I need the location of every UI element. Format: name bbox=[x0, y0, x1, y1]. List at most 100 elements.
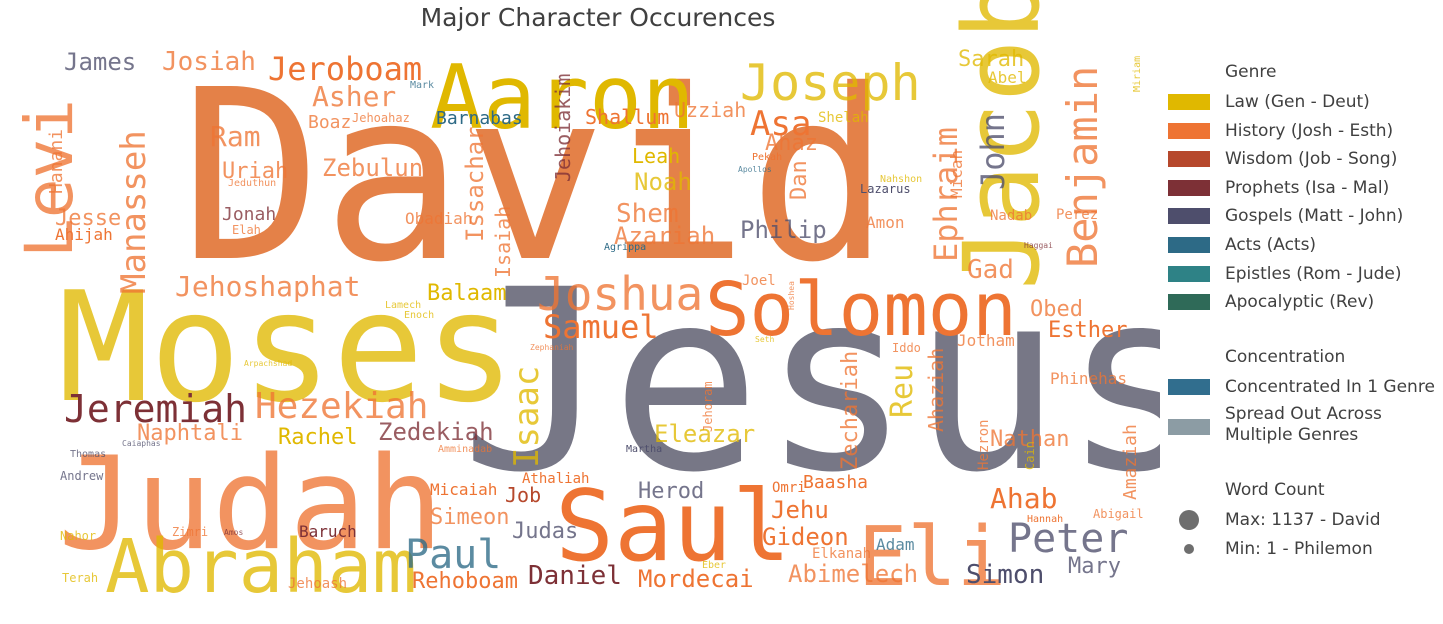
legend-item-genre: Acts (Acts) bbox=[1168, 233, 1443, 259]
legend-label: History (Josh - Esth) bbox=[1225, 120, 1394, 141]
legend-swatch bbox=[1168, 265, 1210, 282]
word-dan: Dan bbox=[787, 160, 812, 200]
legend-swatch bbox=[1168, 379, 1210, 395]
legend-swatch bbox=[1168, 419, 1210, 435]
word-daniel: Daniel bbox=[528, 561, 622, 591]
word-nahshon: Nahshon bbox=[880, 174, 922, 185]
word-eli: Eli bbox=[858, 510, 1006, 605]
word-micah: Micah bbox=[947, 150, 966, 198]
legend-label: Epistles (Rom - Jude) bbox=[1225, 263, 1402, 284]
legend-item-wordcount: Min: 1 - Philemon bbox=[1168, 537, 1443, 563]
word-lamech: Lamech bbox=[385, 300, 421, 311]
legend-item-genre: Apocalyptic (Rev) bbox=[1168, 290, 1443, 316]
word-ephraim: Ephraim bbox=[927, 127, 965, 262]
word-leah: Leah bbox=[632, 144, 680, 168]
word-jehoshaphat: Jehoshaphat bbox=[175, 270, 360, 303]
word-levi: Levi bbox=[11, 99, 88, 258]
word-joshua: Joshua bbox=[537, 267, 703, 321]
word-ahab: Ahab bbox=[990, 482, 1057, 515]
word-david: David bbox=[180, 39, 890, 314]
word-eber: Eber bbox=[702, 560, 726, 571]
min-size-dot bbox=[1184, 544, 1194, 554]
legend-item-genre: Law (Gen - Deut) bbox=[1168, 90, 1443, 116]
word-amon: Amon bbox=[866, 213, 905, 232]
word-jeduthun: Jeduthun bbox=[228, 178, 276, 189]
word-nahor: Nahor bbox=[60, 529, 96, 543]
word-gideon: Gideon bbox=[762, 523, 849, 551]
legend-swatch bbox=[1168, 294, 1210, 311]
word-azariah: Azariah bbox=[614, 222, 715, 250]
legend-label: Wisdom (Job - Song) bbox=[1225, 149, 1398, 170]
word-jesse: Jesse bbox=[55, 206, 121, 231]
word-jeremiah: Jeremiah bbox=[64, 387, 247, 431]
word-abel: Abel bbox=[988, 68, 1027, 87]
word-job: Job bbox=[505, 483, 541, 507]
word-apollos: Apollos bbox=[738, 165, 772, 174]
word-hoshea: Hoshea bbox=[787, 281, 796, 310]
word-simeon: Simeon bbox=[430, 505, 509, 530]
word-sarah: Sarah bbox=[958, 47, 1024, 72]
legend-item-genre: Epistles (Rom - Jude) bbox=[1168, 262, 1443, 288]
word-judas: Judas bbox=[512, 519, 578, 544]
legend-item-genre: History (Josh - Esth) bbox=[1168, 119, 1443, 145]
word-josiah: Josiah bbox=[162, 47, 256, 77]
legend-genre-title: Genre bbox=[1225, 62, 1277, 82]
word-john: John bbox=[974, 113, 1012, 190]
word-asa: Asa bbox=[750, 104, 811, 144]
chart-title: Major Character Occurences bbox=[420, 3, 776, 32]
word-phinehas: Phinehas bbox=[1050, 369, 1127, 388]
legend-swatch bbox=[1168, 179, 1210, 196]
legend-label: Acts (Acts) bbox=[1225, 235, 1317, 255]
word-gad: Gad bbox=[967, 255, 1014, 285]
word-terah: Terah bbox=[62, 571, 98, 585]
word-peter: Peter bbox=[1008, 516, 1128, 562]
legend-concentration-title: Concentration bbox=[1225, 347, 1346, 367]
word-ahaz: Ahaz bbox=[765, 131, 818, 156]
word-noah: Noah bbox=[634, 168, 692, 196]
word-haggai: Haggai bbox=[1024, 241, 1053, 250]
word-shelah: Shelah bbox=[818, 110, 869, 126]
word-solomon: Solomon bbox=[705, 267, 1017, 353]
word-barnabas: Barnabas bbox=[436, 108, 523, 129]
word-amos: Amos bbox=[224, 528, 243, 537]
word-zebulun: Zebulun bbox=[322, 154, 423, 182]
word-hannah: Hannah bbox=[1027, 514, 1063, 525]
word-mark: Mark bbox=[410, 80, 434, 91]
legend-label: Concentrated In 1 Genre bbox=[1225, 377, 1435, 397]
word-elah: Elah bbox=[232, 223, 261, 237]
legend-item-wordcount: Max: 1137 - David bbox=[1168, 508, 1443, 534]
word-jotham: Jotham bbox=[957, 331, 1015, 350]
word-amminadab: Amminadab bbox=[438, 444, 492, 455]
legend-wordcount-title: Word Count bbox=[1225, 480, 1325, 500]
word-abigail: Abigail bbox=[1093, 507, 1144, 521]
word-isaiah: Isaiah bbox=[491, 206, 515, 278]
legend-item-concentration: Concentrated In 1 Genre bbox=[1168, 375, 1443, 401]
word-iddo: Iddo bbox=[892, 341, 921, 355]
word-joel: Joel bbox=[742, 273, 776, 289]
word-reu: Reu bbox=[885, 364, 920, 418]
word-saul: Saul bbox=[555, 470, 791, 584]
word-shallum: Shallum bbox=[585, 105, 669, 129]
word-aaron: Aaron bbox=[430, 46, 695, 149]
word-jonah: Jonah bbox=[222, 204, 276, 225]
legend-swatch bbox=[1168, 208, 1210, 225]
word-zimri: Zimri bbox=[172, 525, 208, 539]
word-rehoboam: Rehoboam bbox=[412, 569, 518, 594]
word-abraham: Abraham bbox=[105, 524, 417, 610]
word-mary: Mary bbox=[1068, 554, 1121, 579]
legend-swatch bbox=[1168, 151, 1210, 168]
word-jehu: Jehu bbox=[771, 496, 829, 524]
word-jacob: Jacob bbox=[941, 0, 1063, 290]
word-jehoram: Jehoram bbox=[701, 381, 715, 432]
word-hezron: Hezron bbox=[976, 419, 992, 470]
word-ahijah: Ahijah bbox=[55, 225, 113, 244]
legend-item-concentration: Spread Out Across Multiple Genres bbox=[1168, 404, 1443, 450]
legend-label: Apocalyptic (Rev) bbox=[1225, 292, 1375, 313]
word-nadab: Nadab bbox=[990, 208, 1032, 224]
word-zedekiah: Zedekiah bbox=[378, 418, 494, 446]
word-shem: Shem bbox=[616, 199, 679, 229]
word-lazarus: Lazarus bbox=[860, 182, 911, 196]
word-hezekiah: Hezekiah bbox=[255, 386, 428, 427]
word-asher: Asher bbox=[312, 80, 396, 113]
